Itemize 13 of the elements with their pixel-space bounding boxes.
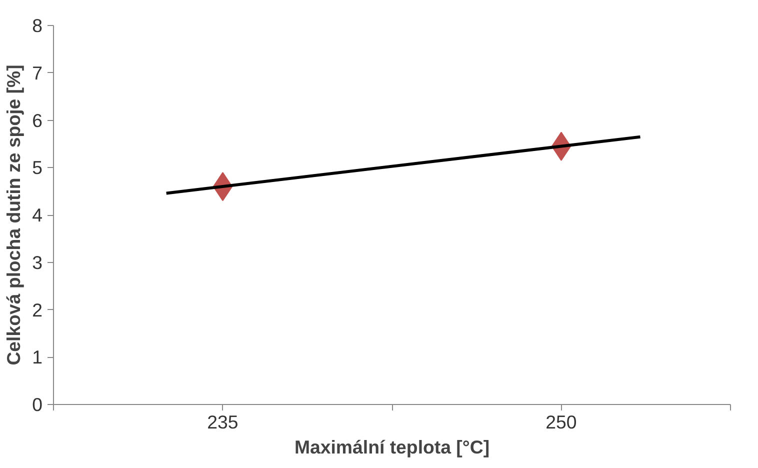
y-tick-label: 7 — [32, 62, 43, 84]
y-tick-label: 8 — [32, 15, 43, 36]
y-tick-label: 4 — [32, 204, 43, 226]
y-tick-label: 1 — [32, 346, 43, 368]
x-tick-label: 250 — [546, 412, 577, 432]
y-axis-title: Celková plocha dutin ze spoje [%] — [3, 64, 24, 366]
y-tick-label: 0 — [32, 394, 43, 415]
x-axis-title: Maximální teplota [°C] — [294, 436, 490, 458]
x-tick-label: 235 — [207, 412, 238, 432]
y-tick-label: 6 — [32, 110, 43, 131]
y-tick-label: 2 — [32, 299, 43, 320]
y-tick-label: 5 — [32, 157, 43, 178]
y-tick-label: 3 — [32, 252, 43, 273]
